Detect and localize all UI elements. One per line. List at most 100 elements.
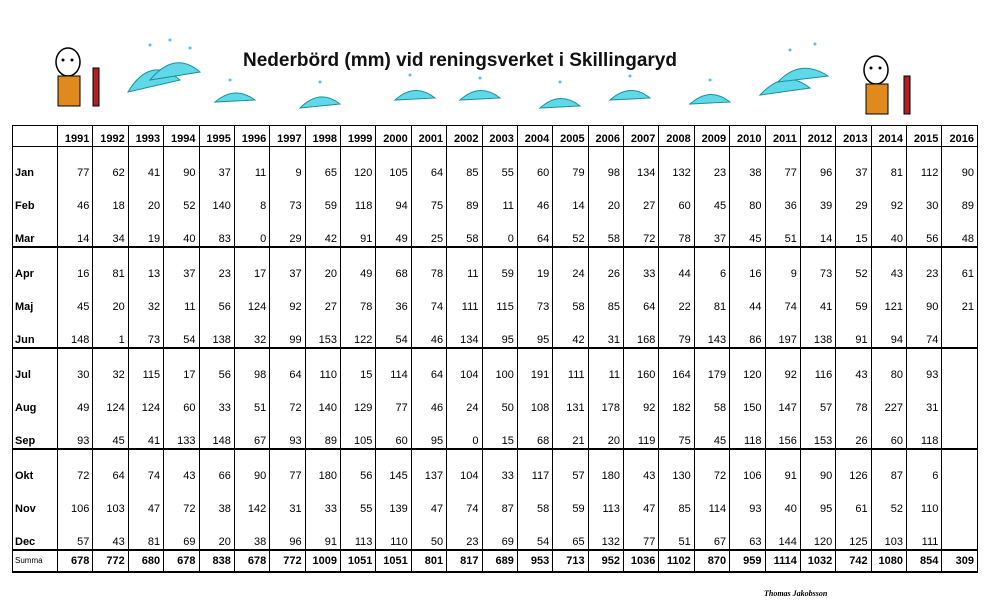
value-cell: 45 bbox=[92, 415, 129, 450]
value-cell: 94 bbox=[870, 314, 908, 349]
value-cell: 95 bbox=[410, 415, 448, 450]
value-cell: 116 bbox=[799, 348, 837, 382]
value-cell bbox=[941, 314, 978, 349]
value-cell: 21 bbox=[552, 415, 589, 450]
value-cell: 31 bbox=[269, 483, 306, 516]
value-cell: 41 bbox=[799, 281, 837, 314]
value-cell: 153 bbox=[304, 314, 342, 349]
value-cell: 80 bbox=[729, 180, 766, 213]
value-cell: 95 bbox=[481, 314, 518, 349]
value-cell: 8 bbox=[233, 180, 271, 213]
value-cell: 45 bbox=[56, 281, 94, 314]
year-header: 2013 bbox=[835, 125, 872, 147]
value-cell: 36 bbox=[764, 180, 801, 213]
value-cell: 80 bbox=[870, 348, 908, 382]
value-cell: 60 bbox=[375, 415, 412, 450]
value-cell: 678 bbox=[56, 549, 94, 573]
value-cell: 129 bbox=[339, 382, 377, 415]
value-cell: 86 bbox=[729, 314, 766, 349]
value-cell: 16 bbox=[729, 247, 766, 281]
umbrellas bbox=[126, 62, 830, 109]
value-cell: 150 bbox=[729, 382, 766, 415]
value-cell: 24 bbox=[446, 382, 483, 415]
value-cell: 48 bbox=[941, 213, 978, 248]
value-cell: 51 bbox=[658, 516, 695, 551]
value-cell: 118 bbox=[905, 415, 943, 450]
value-cell: 121 bbox=[870, 281, 908, 314]
row-label: Maj bbox=[12, 281, 58, 314]
value-cell: 25 bbox=[410, 213, 448, 248]
value-cell: 47 bbox=[622, 483, 660, 516]
value-cell: 57 bbox=[799, 382, 837, 415]
value-cell: 801 bbox=[410, 549, 448, 573]
value-cell: 27 bbox=[304, 281, 342, 314]
value-cell: 120 bbox=[799, 516, 837, 551]
value-cell: 43 bbox=[622, 449, 660, 483]
value-cell: 134 bbox=[622, 146, 660, 180]
value-cell: 14 bbox=[552, 180, 589, 213]
value-cell: 72 bbox=[693, 449, 731, 483]
value-cell: 47 bbox=[127, 483, 165, 516]
row-label: Okt bbox=[12, 449, 58, 483]
value-cell: 13 bbox=[127, 247, 165, 281]
value-cell: 49 bbox=[339, 247, 377, 281]
value-cell: 34 bbox=[92, 213, 129, 248]
value-cell: 92 bbox=[870, 180, 908, 213]
value-cell: 19 bbox=[516, 247, 554, 281]
value-cell: 110 bbox=[304, 348, 342, 382]
value-cell: 91 bbox=[339, 213, 377, 248]
value-cell: 11 bbox=[587, 348, 625, 382]
value-cell: 98 bbox=[587, 146, 625, 180]
value-cell: 838 bbox=[198, 549, 235, 573]
value-cell: 32 bbox=[92, 348, 129, 382]
value-cell: 89 bbox=[941, 180, 978, 213]
value-cell: 147 bbox=[764, 382, 801, 415]
value-cell: 31 bbox=[587, 314, 625, 349]
value-cell: 93 bbox=[905, 348, 943, 382]
value-cell: 104 bbox=[446, 348, 483, 382]
value-cell: 1036 bbox=[622, 549, 660, 573]
value-cell: 85 bbox=[587, 281, 625, 314]
value-cell: 67 bbox=[233, 415, 271, 450]
decorations bbox=[55, 38, 911, 115]
value-cell: 16 bbox=[56, 247, 94, 281]
month-row: Sep 93 45 41 133 148 67 93 89 105 60 95 0 15 68 21 20 119… bbox=[12, 415, 978, 450]
value-cell: 30 bbox=[56, 348, 94, 382]
value-cell: 90 bbox=[941, 146, 978, 180]
row-label: Jan bbox=[12, 146, 58, 180]
year-header: 2008 bbox=[658, 125, 695, 147]
value-cell: 120 bbox=[729, 348, 766, 382]
corner-cell bbox=[12, 125, 58, 147]
value-cell: 678 bbox=[163, 549, 200, 573]
value-cell: 40 bbox=[163, 213, 200, 248]
value-cell: 143 bbox=[693, 314, 731, 349]
value-cell: 29 bbox=[835, 180, 872, 213]
value-cell: 60 bbox=[870, 415, 908, 450]
value-cell: 139 bbox=[375, 483, 412, 516]
value-cell: 1114 bbox=[764, 549, 801, 573]
value-cell: 20 bbox=[587, 180, 625, 213]
value-cell: 49 bbox=[375, 213, 412, 248]
value-cell: 57 bbox=[56, 516, 94, 551]
value-cell: 18 bbox=[92, 180, 129, 213]
value-cell: 23 bbox=[198, 247, 235, 281]
value-cell: 77 bbox=[375, 382, 412, 415]
value-cell: 114 bbox=[693, 483, 731, 516]
value-cell: 100 bbox=[481, 348, 518, 382]
value-cell: 33 bbox=[481, 449, 518, 483]
value-cell: 23 bbox=[446, 516, 483, 551]
value-cell: 58 bbox=[446, 213, 483, 248]
value-cell: 17 bbox=[233, 247, 271, 281]
value-cell: 61 bbox=[835, 483, 872, 516]
value-cell: 29 bbox=[269, 213, 306, 248]
value-cell bbox=[941, 516, 978, 551]
figure-right bbox=[863, 55, 911, 115]
value-cell: 64 bbox=[92, 449, 129, 483]
value-cell: 30 bbox=[905, 180, 943, 213]
value-cell: 32 bbox=[127, 281, 165, 314]
value-cell: 19 bbox=[127, 213, 165, 248]
year-header: 1997 bbox=[269, 125, 306, 147]
value-cell: 43 bbox=[835, 348, 872, 382]
value-cell: 77 bbox=[56, 146, 94, 180]
value-cell: 57 bbox=[552, 449, 589, 483]
